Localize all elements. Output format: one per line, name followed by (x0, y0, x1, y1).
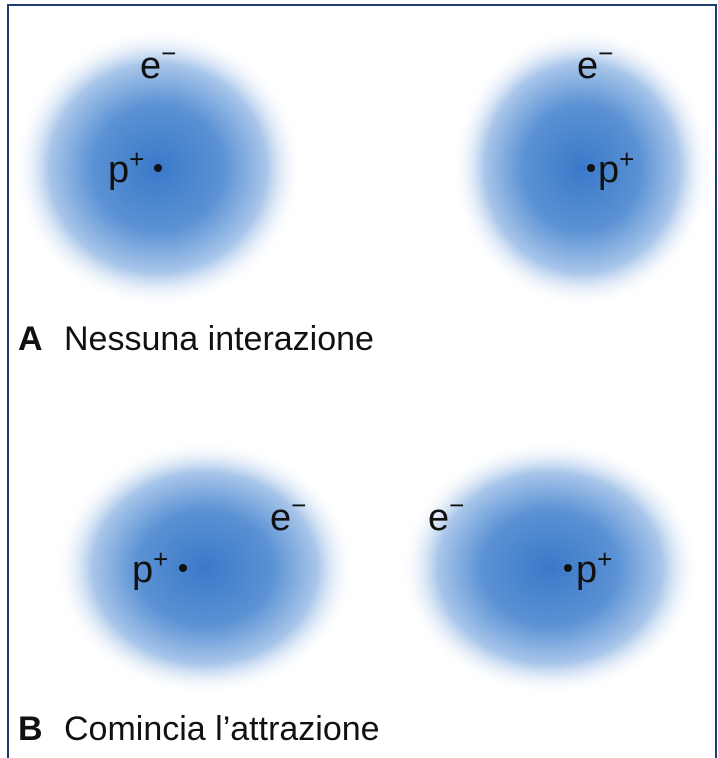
proton-symbol: p (598, 149, 619, 191)
proton-symbol: p (132, 549, 153, 591)
proton-charge: + (153, 544, 168, 574)
panel-caption: Comincia l’attrazione (64, 710, 380, 748)
proton-dot (564, 564, 572, 572)
proton-dot (154, 164, 162, 172)
proton-dot (179, 564, 187, 572)
electron-charge: − (291, 490, 306, 520)
electron-symbol: e (577, 45, 598, 87)
proton-charge: + (597, 544, 612, 574)
electron-charge: − (598, 38, 613, 68)
electron-cloud (400, 440, 700, 696)
panel-caption: Nessuna interazione (64, 320, 374, 358)
electron-symbol: e (270, 497, 291, 539)
proton-charge: + (619, 144, 634, 174)
electron-charge: − (449, 490, 464, 520)
proton-symbol: p (108, 149, 129, 191)
electron-symbol: e (140, 45, 161, 87)
proton-dot (587, 164, 595, 172)
diagram: e− e− p+ p+ A Nessuna interazione e− e− … (0, 0, 718, 758)
panel-letter: A (18, 320, 43, 358)
proton-charge: + (129, 144, 144, 174)
electron-cloud (55, 440, 355, 696)
electron-symbol: e (428, 497, 449, 539)
proton-symbol: p (576, 549, 597, 591)
panel-letter: B (18, 710, 43, 748)
electron-charge: − (161, 38, 176, 68)
